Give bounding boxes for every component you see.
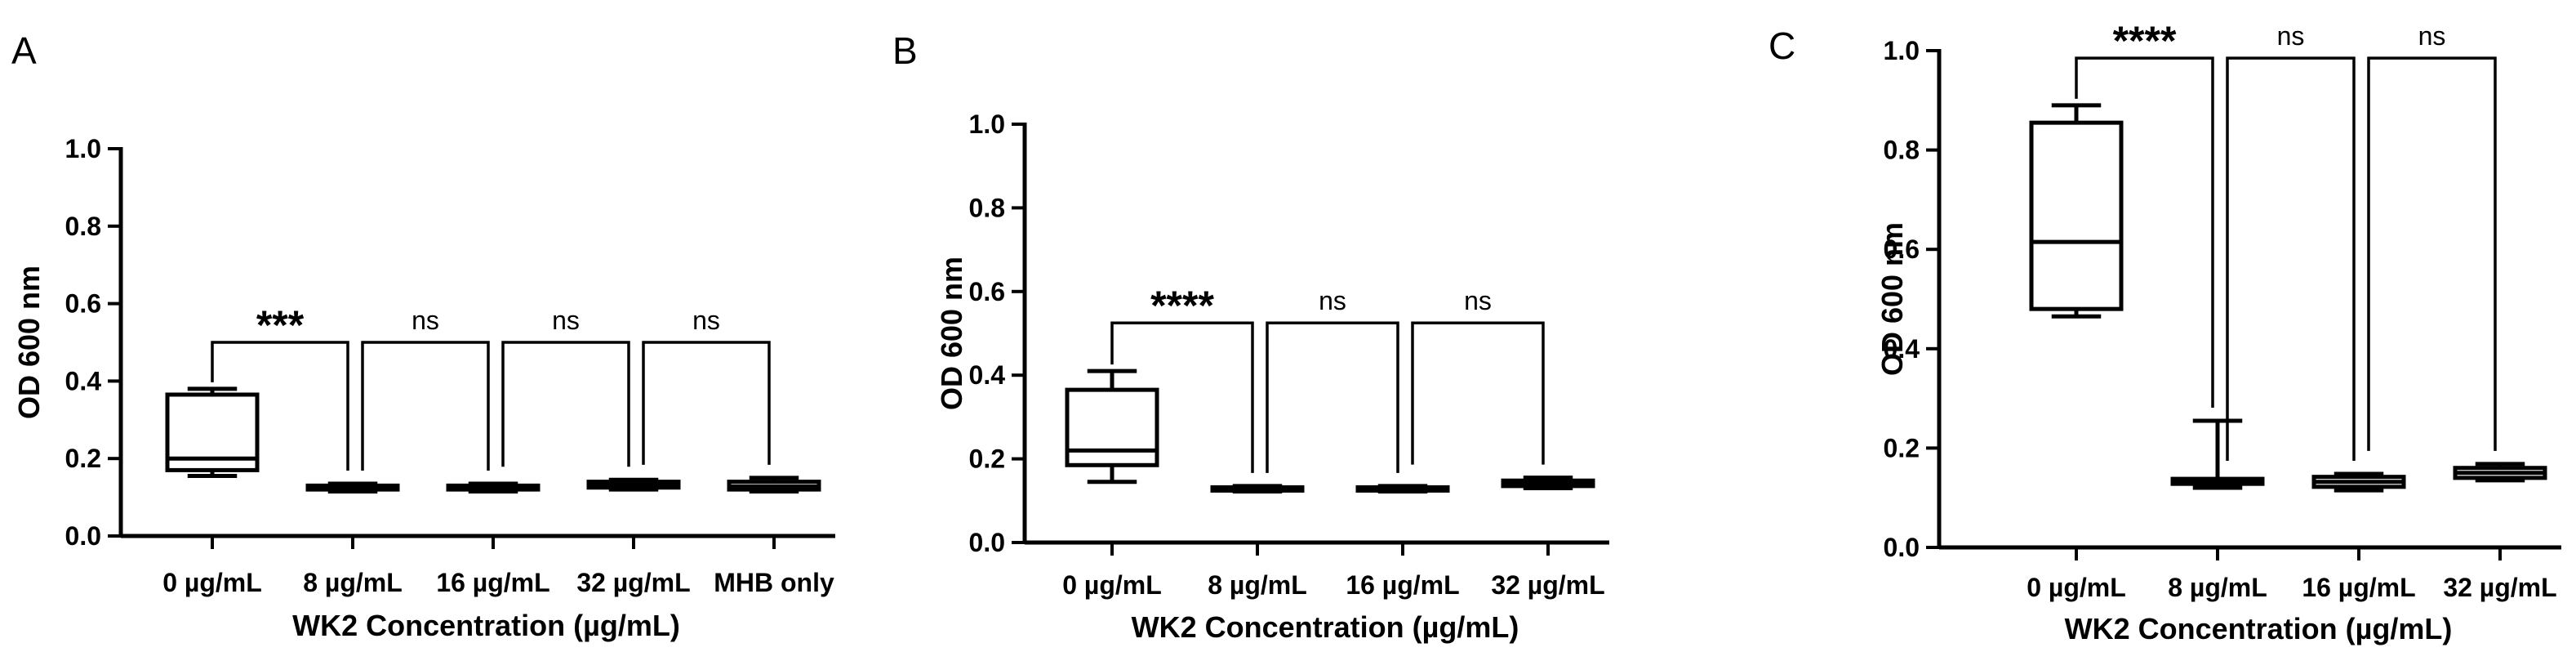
box-plot-1 — [1210, 484, 1305, 494]
y-axis-title: OD 600 nm — [935, 257, 968, 410]
box-plot-0 — [165, 386, 260, 479]
box-plot-2 — [446, 481, 541, 493]
bracket-line — [211, 341, 349, 471]
bracket-line — [2367, 56, 2497, 451]
significance-bracket: ns — [2367, 21, 2497, 451]
x-tick-label: 32 µg/mL — [2443, 573, 2556, 602]
bracket-line — [501, 341, 630, 467]
x-tick-label: 8 µg/mL — [1208, 570, 1307, 600]
y-tick-label: 0.8 — [65, 212, 101, 241]
significance-bracket: ns — [642, 306, 771, 465]
x-tick-label: 0 µg/mL — [1062, 570, 1162, 600]
bracket-line — [2226, 56, 2356, 462]
bracket-line — [642, 341, 771, 465]
x-tick-label: 8 µg/mL — [2168, 573, 2267, 602]
panel-b: B 0.0 0.2 0.4 0.6 0.8 1.0 OD 600 nm 0 µg/mL 8 µg/… — [892, 29, 1609, 644]
box-plot-0 — [2029, 103, 2124, 319]
y-tick-label: 0.4 — [65, 366, 102, 395]
significance-bracket: **** — [1110, 283, 1254, 473]
significance-bracket: ns — [501, 306, 630, 467]
significance-bracket: ns — [1411, 286, 1545, 465]
y-tick-label: 0.6 — [969, 277, 1005, 306]
bracket-line — [1411, 321, 1545, 465]
significance-label: ns — [412, 306, 439, 335]
x-tick-label: 16 µg/mL — [2302, 573, 2415, 602]
x-axis-title: WK2 Concentration (µg/mL) — [292, 609, 680, 642]
bracket-line — [1110, 321, 1254, 473]
significance-label: ns — [552, 306, 580, 335]
y-axis-title: OD 600 nm — [12, 266, 46, 419]
x-tick-label: 16 µg/mL — [1346, 570, 1459, 600]
y-tick-label: 0.0 — [65, 521, 101, 551]
panel-a: A 0.0 0.2 0.4 0.6 0.8 1.0 OD 600 nm 0 µg/mL 8 µg/… — [11, 29, 835, 642]
significance-bracket: ns — [1266, 286, 1399, 473]
box-plot-3 — [1501, 476, 1595, 490]
box-plot-3 — [586, 477, 681, 492]
box-iqr — [1065, 387, 1159, 467]
significance-label: **** — [2113, 18, 2177, 64]
bracket-line — [2075, 56, 2214, 408]
significance-label: ns — [1464, 286, 1492, 315]
x-tick-label: 32 µg/mL — [576, 568, 690, 597]
y-tick-label: 0.0 — [1884, 533, 1920, 562]
significance-label: ns — [692, 306, 720, 335]
significance-label: **** — [1150, 283, 1214, 328]
significance-label: ns — [1319, 286, 1346, 315]
box-plot-4 — [727, 476, 821, 493]
box-plot-1 — [305, 481, 400, 493]
box-plot-1 — [2170, 418, 2265, 490]
panel-letter: B — [892, 29, 918, 72]
box-plot-3 — [2453, 462, 2547, 483]
y-tick-label: 0.8 — [1884, 136, 1920, 165]
bracket-line — [1266, 321, 1399, 473]
x-tick-label: 32 µg/mL — [1491, 570, 1604, 600]
box-plot-0 — [1065, 368, 1159, 485]
x-tick-label: 8 µg/mL — [303, 568, 403, 597]
x-tick-label: 0 µg/mL — [2027, 573, 2126, 602]
y-tick-label: 0.0 — [969, 528, 1005, 557]
y-tick-label: 0.6 — [65, 289, 101, 319]
significance-label: *** — [256, 302, 305, 348]
significance-label: ns — [2277, 21, 2305, 51]
panel-letter: A — [11, 29, 37, 72]
y-tick-label: 0.8 — [969, 193, 1005, 222]
x-tick-label: 16 µg/mL — [436, 568, 549, 597]
x-axis-title: WK2 Concentration (µg/mL) — [1132, 610, 1519, 644]
significance-bracket: ns — [361, 306, 490, 471]
y-tick-label: 0.2 — [969, 444, 1005, 474]
y-tick-label: 0.2 — [1884, 433, 1920, 462]
y-tick-label: 0.4 — [1884, 334, 1920, 364]
y-tick-label: 1.0 — [1884, 36, 1920, 65]
y-tick-label: 1.0 — [969, 109, 1005, 139]
box-plot-2 — [1355, 484, 1450, 494]
y-tick-label: 1.0 — [65, 134, 101, 163]
significance-bracket: ns — [2226, 21, 2356, 462]
x-tick-label: MHB only — [714, 568, 834, 597]
x-tick-label: 0 µg/mL — [162, 568, 262, 597]
bracket-line — [361, 341, 490, 471]
box-iqr — [2029, 120, 2124, 311]
x-axis-title: WK2 Concentration (µg/mL) — [2065, 612, 2453, 645]
y-axis-title: OD 600 nm — [1875, 222, 1909, 376]
significance-label: ns — [2418, 21, 2446, 51]
y-tick-label: 0.4 — [969, 360, 1006, 390]
box-plot-2 — [2311, 471, 2406, 493]
significance-bracket: **** — [2075, 18, 2214, 408]
panel-letter: C — [1768, 25, 1795, 67]
y-tick-label: 0.6 — [1884, 234, 1920, 264]
y-tick-label: 0.2 — [65, 444, 101, 473]
significance-bracket: *** — [211, 302, 349, 471]
panel-c: C 0.0 0.2 0.4 0.6 0.8 1.0 OD 600 nm 0 µg/mL 8 µg/… — [1768, 18, 2561, 645]
